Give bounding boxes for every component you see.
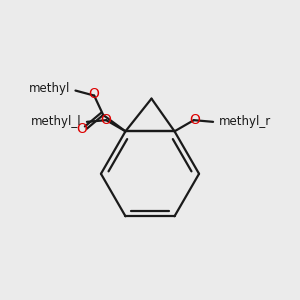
Text: O: O bbox=[89, 87, 100, 101]
Text: O: O bbox=[100, 112, 111, 127]
Text: O: O bbox=[189, 112, 200, 127]
Text: O: O bbox=[76, 122, 87, 136]
Text: methyl_l: methyl_l bbox=[31, 115, 82, 128]
Text: methyl: methyl bbox=[29, 82, 70, 95]
Text: methyl_r: methyl_r bbox=[218, 115, 271, 128]
